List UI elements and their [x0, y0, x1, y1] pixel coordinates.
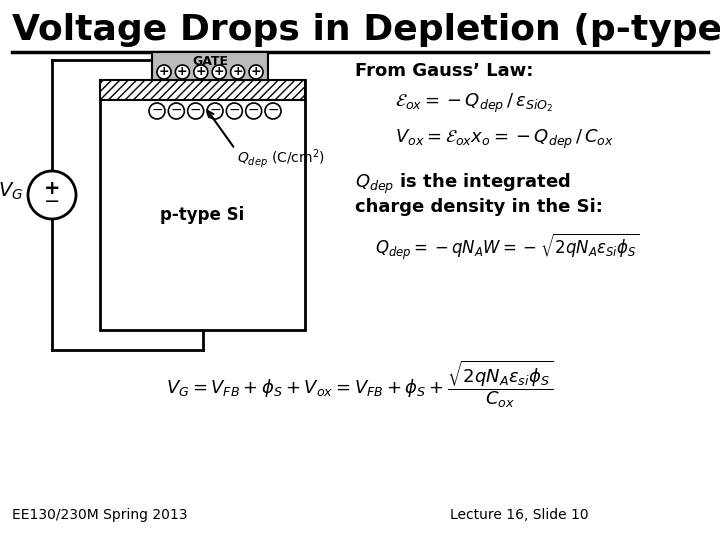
- Text: $\mathcal{E}_{ox} = -Q_{dep} \, / \, \varepsilon_{SiO_2}$: $\mathcal{E}_{ox} = -Q_{dep} \, / \, \va…: [395, 92, 553, 115]
- Text: +: +: [158, 65, 169, 78]
- Text: +: +: [251, 65, 261, 78]
- Circle shape: [194, 65, 208, 79]
- Text: +: +: [196, 65, 206, 78]
- Text: $V_G$: $V_G$: [0, 180, 23, 201]
- Text: −: −: [267, 103, 279, 117]
- Circle shape: [176, 65, 189, 79]
- Text: Lecture 16, Slide 10: Lecture 16, Slide 10: [450, 508, 589, 522]
- Text: −: −: [151, 103, 163, 117]
- Circle shape: [265, 103, 281, 119]
- Circle shape: [157, 65, 171, 79]
- Text: −: −: [44, 192, 60, 212]
- Text: −: −: [210, 103, 221, 117]
- Text: $V_G = V_{FB} + \phi_S + V_{ox} = V_{FB} + \phi_S + \dfrac{\sqrt{2qN_A\varepsilo: $V_G = V_{FB} + \phi_S + V_{ox} = V_{FB}…: [166, 358, 554, 410]
- Text: +: +: [44, 179, 60, 198]
- Circle shape: [246, 103, 261, 119]
- Circle shape: [249, 65, 263, 79]
- Text: −: −: [171, 103, 182, 117]
- Text: $V_{ox} = \mathcal{E}_{ox} x_o = -Q_{dep} \, / \, C_{ox}$: $V_{ox} = \mathcal{E}_{ox} x_o = -Q_{dep…: [395, 128, 614, 151]
- Circle shape: [207, 103, 223, 119]
- Text: Voltage Drops in Depletion (p-type Si): Voltage Drops in Depletion (p-type Si): [12, 13, 720, 47]
- Text: $Q_{dep}$ (C/cm$^2$): $Q_{dep}$ (C/cm$^2$): [237, 147, 325, 170]
- Text: +: +: [177, 65, 188, 78]
- Text: +: +: [214, 65, 225, 78]
- Text: −: −: [248, 103, 259, 117]
- Circle shape: [212, 65, 226, 79]
- Text: +: +: [233, 65, 243, 78]
- Circle shape: [230, 65, 245, 79]
- Text: p-type Si: p-type Si: [161, 206, 245, 224]
- Text: $\mathbf{\mathit{Q_{dep}}}$ is the integrated: $\mathbf{\mathit{Q_{dep}}}$ is the integ…: [355, 172, 570, 196]
- Circle shape: [188, 103, 204, 119]
- Circle shape: [168, 103, 184, 119]
- Bar: [100, 80, 305, 100]
- Text: EE130/230M Spring 2013: EE130/230M Spring 2013: [12, 508, 187, 522]
- Text: GATE: GATE: [192, 55, 228, 68]
- Text: −: −: [190, 103, 202, 117]
- Bar: [152, 52, 268, 80]
- Text: −: −: [228, 103, 240, 117]
- Bar: [100, 80, 305, 330]
- Circle shape: [226, 103, 243, 119]
- Text: From Gauss’ Law:: From Gauss’ Law:: [355, 62, 534, 80]
- Text: charge density in the Si:: charge density in the Si:: [355, 198, 603, 216]
- Text: $Q_{dep} = -qN_A W = -\sqrt{2qN_A \varepsilon_{Si} \phi_S}$: $Q_{dep} = -qN_A W = -\sqrt{2qN_A \varep…: [375, 232, 639, 262]
- Circle shape: [28, 171, 76, 219]
- Circle shape: [149, 103, 165, 119]
